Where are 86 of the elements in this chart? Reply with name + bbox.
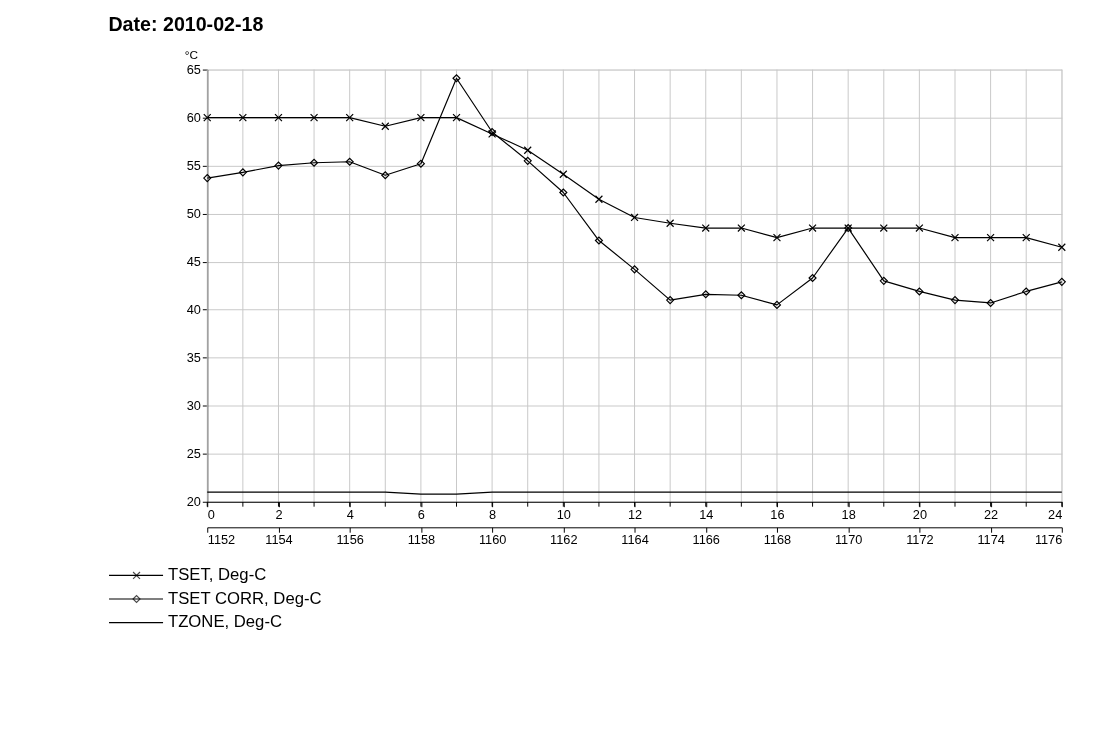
point bbox=[274, 113, 283, 122]
point bbox=[986, 233, 995, 242]
point bbox=[416, 113, 425, 122]
x2-tick-label: 1168 bbox=[763, 532, 792, 548]
point bbox=[950, 233, 960, 242]
point bbox=[737, 223, 746, 233]
x2-tick-label: 1160 bbox=[478, 532, 507, 548]
x2-tick-label: 1154 bbox=[265, 532, 293, 548]
x-tick-label: 24 bbox=[1048, 506, 1063, 522]
point bbox=[879, 276, 888, 285]
x2-tick-label: 1166 bbox=[692, 532, 720, 548]
point bbox=[310, 158, 319, 167]
x2-tick-label: 1172 bbox=[906, 532, 934, 548]
point bbox=[203, 174, 212, 183]
x2-tick-label: 1156 bbox=[336, 532, 364, 548]
point bbox=[630, 265, 639, 274]
y-tick-label: 45 bbox=[186, 254, 201, 270]
point bbox=[915, 287, 924, 296]
y-tick-label: 50 bbox=[186, 206, 201, 222]
point bbox=[666, 296, 675, 305]
x-tick-label: 8 bbox=[489, 506, 497, 522]
point bbox=[986, 298, 995, 308]
x2-tick-label: 1162 bbox=[550, 532, 578, 548]
x2-tick-label: 1152 bbox=[207, 532, 236, 548]
x2-tick-label: 1158 bbox=[407, 532, 436, 548]
point bbox=[772, 233, 782, 242]
y-tick-label: 35 bbox=[186, 350, 201, 366]
y-tick-label: 40 bbox=[186, 302, 201, 318]
x2-tick-label: 1170 bbox=[834, 532, 863, 548]
point bbox=[523, 156, 532, 165]
point bbox=[559, 170, 568, 179]
x-tick-label: 6 bbox=[417, 506, 425, 522]
point bbox=[274, 161, 283, 170]
point bbox=[416, 159, 425, 168]
point bbox=[452, 113, 461, 122]
y-tick-label: 55 bbox=[186, 158, 201, 174]
point bbox=[701, 290, 710, 299]
point bbox=[950, 296, 960, 305]
point bbox=[594, 236, 603, 245]
x2-tick-label: 1164 bbox=[621, 532, 649, 548]
x2-tick-label: 1176 bbox=[1034, 532, 1063, 548]
point bbox=[1022, 233, 1031, 242]
x-tick-label: 2 bbox=[275, 506, 283, 522]
point bbox=[772, 300, 782, 309]
point bbox=[345, 113, 354, 122]
y-axis-title: °C bbox=[184, 48, 199, 62]
point bbox=[1057, 243, 1066, 252]
y-tick-label: 65 bbox=[186, 62, 201, 77]
point bbox=[737, 291, 746, 300]
point bbox=[808, 223, 817, 233]
point bbox=[808, 273, 817, 283]
legend-label: TSET CORR, Deg-C bbox=[167, 588, 322, 608]
point bbox=[666, 219, 675, 228]
point bbox=[594, 195, 603, 204]
chart-title: Date: 2010-02-18 bbox=[108, 13, 264, 36]
point bbox=[559, 188, 568, 197]
y-tick-label: 20 bbox=[186, 494, 201, 510]
point bbox=[523, 146, 532, 155]
point bbox=[238, 168, 247, 177]
y-tick-label: 60 bbox=[186, 110, 201, 126]
y-tick-label: 25 bbox=[186, 446, 201, 462]
x-tick-label: 18 bbox=[841, 506, 856, 522]
x-tick-label: 12 bbox=[627, 506, 643, 522]
legend-label: TZONE, Deg-C bbox=[167, 612, 283, 632]
point bbox=[345, 157, 354, 166]
point bbox=[701, 223, 710, 233]
point bbox=[1022, 287, 1031, 296]
x-tick-label: 16 bbox=[770, 506, 785, 522]
point bbox=[630, 213, 639, 222]
point bbox=[310, 113, 319, 122]
x-tick-label: 22 bbox=[984, 506, 999, 522]
point bbox=[381, 171, 390, 180]
x-tick-label: 14 bbox=[699, 506, 714, 522]
legend-label: TSET, Deg-C bbox=[167, 565, 267, 585]
x-tick-label: 4 bbox=[346, 506, 354, 522]
y-tick-label: 30 bbox=[186, 398, 201, 414]
x-tick-label: 20 bbox=[912, 506, 927, 522]
point bbox=[381, 122, 390, 131]
point bbox=[452, 74, 461, 83]
point bbox=[238, 113, 247, 122]
x2-tick-label: 1174 bbox=[977, 532, 1005, 548]
point bbox=[1057, 277, 1066, 286]
x-tick-label: 0 bbox=[207, 506, 215, 522]
point bbox=[915, 223, 924, 233]
point bbox=[879, 223, 888, 233]
x-tick-label: 10 bbox=[556, 506, 571, 522]
